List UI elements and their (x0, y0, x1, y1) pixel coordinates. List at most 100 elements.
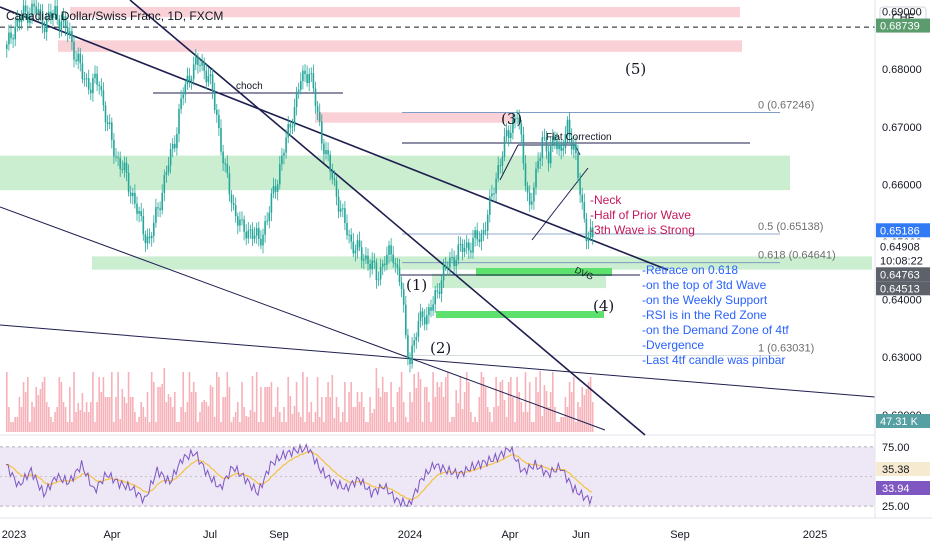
volume-bar (98, 377, 100, 432)
candle-body (159, 208, 161, 211)
candle-body (243, 219, 245, 232)
volume-bar (537, 392, 539, 432)
volume-bar (87, 412, 90, 432)
volume-bar (589, 377, 592, 432)
time-axis[interactable] (0, 517, 932, 550)
volume-bar (333, 418, 336, 432)
y-tick-5: 0.64000 (882, 295, 922, 307)
volume-bar (71, 422, 73, 432)
volume-bar (493, 407, 495, 432)
candle-body (83, 78, 86, 80)
candle-body (178, 108, 180, 134)
candle-body (148, 236, 151, 239)
volume-bar (426, 387, 428, 432)
price-tag-bg-5 (876, 281, 930, 296)
candle-body (560, 144, 562, 151)
candle-body (58, 19, 61, 30)
volume-bar (289, 396, 292, 432)
candle-body (306, 74, 308, 84)
volume-bar (554, 407, 556, 432)
candle-body (339, 208, 342, 212)
candle-body (203, 62, 205, 71)
candle-body (411, 345, 413, 365)
candle-body (520, 123, 523, 135)
wave-2-label: (2) (430, 339, 451, 357)
price-pane[interactable] (0, 0, 875, 435)
volume-bar (56, 407, 58, 432)
candle-body (415, 336, 418, 341)
volume-bar (45, 402, 48, 432)
rsi-lower-tick: 25.00 (882, 501, 910, 513)
candle-body (554, 136, 556, 141)
volume-bar (241, 382, 243, 432)
candle-body (558, 144, 560, 150)
volume-bar (138, 417, 140, 432)
candle-body (356, 240, 359, 251)
volume-bar (335, 397, 338, 432)
candle-body (132, 192, 134, 197)
volume-bar (369, 397, 371, 432)
candle-body (516, 117, 518, 119)
candle-body (35, 6, 37, 14)
rsi-pane[interactable] (0, 434, 932, 518)
candle-body (220, 128, 222, 152)
candle-body (285, 137, 287, 153)
volume-bar (132, 397, 134, 432)
volume-bar (272, 417, 275, 432)
candle-body (386, 254, 388, 265)
candle-body (505, 130, 508, 137)
volume-bar (182, 372, 184, 432)
volume-bar (12, 422, 14, 432)
candle-body (102, 90, 105, 106)
candle-body (81, 63, 84, 80)
note-half-wave: -Half of Prior Wave (590, 208, 691, 222)
candle-body (251, 229, 254, 239)
candle-body (69, 31, 71, 35)
volume-bar (547, 407, 550, 432)
candle-body (499, 165, 502, 167)
candle-body (426, 315, 428, 325)
volume-bar (394, 422, 397, 432)
candle-body (41, 12, 44, 29)
note-third-wave: -3th Wave is Strong (590, 223, 695, 237)
candle-body (398, 267, 401, 283)
volume-bar (524, 372, 527, 432)
volume-bar (310, 402, 313, 432)
x-tick-0: 2023 (2, 529, 26, 541)
volume-bar (159, 387, 161, 432)
volume-bar (360, 392, 363, 432)
candle-body (379, 266, 382, 280)
volume-bar (585, 389, 588, 432)
candle-body (79, 53, 82, 64)
volume-bar (276, 387, 279, 432)
candle-body (213, 91, 216, 110)
volume-bar (428, 402, 430, 432)
candle-body (237, 216, 239, 226)
candle-body (186, 75, 189, 85)
candle-body (363, 259, 365, 261)
volume-bar (234, 412, 237, 432)
volume-bar (100, 392, 103, 432)
volume-bar (423, 387, 426, 432)
volume-bar (54, 412, 56, 432)
volume-bar (251, 376, 254, 432)
rsi-line (5, 442, 593, 508)
volume-bar (465, 372, 468, 432)
volume-bar (41, 382, 44, 432)
candle-body (533, 187, 535, 202)
candle-body (71, 31, 73, 43)
volume-bar (90, 402, 92, 432)
volume-bar (293, 406, 296, 432)
candle-body (442, 265, 445, 281)
volume-bar (575, 422, 577, 432)
candle-body (226, 163, 229, 174)
candle-body (432, 304, 434, 311)
candle-body (209, 74, 212, 76)
candle-body (262, 234, 264, 246)
candle-body (514, 118, 516, 120)
volume-bar (350, 382, 352, 432)
volume-bar (455, 390, 457, 432)
volume-bar (331, 375, 334, 432)
fib-label-1: 0.5 (0.65138) (758, 221, 823, 233)
